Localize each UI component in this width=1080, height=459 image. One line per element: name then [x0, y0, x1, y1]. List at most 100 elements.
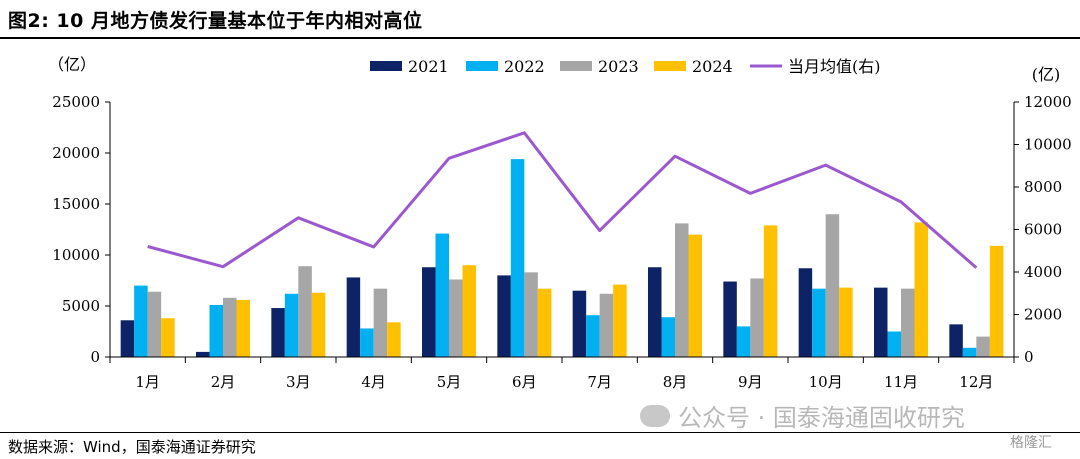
bar-2023-10月 [825, 214, 840, 357]
bar-2021-12月 [949, 324, 963, 357]
bar-2022-12月 [962, 347, 977, 357]
bar-2024-8月 [688, 234, 702, 357]
bar-2022-10月 [812, 288, 826, 357]
y2-axis-label: (亿) [1032, 65, 1061, 84]
bar-2021-1月 [120, 320, 135, 357]
bar-2021-6月 [497, 275, 511, 357]
x-tick-label: 1月 [135, 373, 160, 391]
x-tick-label: 12月 [959, 373, 993, 391]
x-axis: 1月 2月 3月 4月 5月 6月 7月 8月 9月 10月 11月 12月 [109, 356, 1015, 391]
bar-2024-4月 [387, 322, 401, 357]
watermark-text: 公众号 · 国泰海通固收研究 [678, 404, 965, 432]
y-axis-label: （亿） [48, 55, 96, 74]
bar-2021-5月 [422, 267, 436, 357]
bar-2023-7月 [599, 293, 614, 357]
bar-2021-11月 [874, 287, 888, 357]
wechat-icon [640, 404, 670, 427]
bar-2024-3月 [311, 292, 326, 357]
legend-label: 2024 [692, 57, 733, 76]
bar-2022-7月 [586, 315, 600, 357]
y2-tick-label: 10000 [1024, 136, 1072, 154]
line-series [147, 131, 978, 269]
bar-2021-3月 [271, 308, 285, 357]
figure-title: 图2: 10 月地方债发行量基本位于年内相对高位 [8, 10, 423, 32]
x-tick-label: 10月 [809, 373, 843, 391]
y-axis-ticks: 0 5000 10000 15000 20000 25000 [52, 93, 111, 366]
chart-legend: 2021 2022 2023 2024 当月均值(右) [370, 57, 881, 76]
bar-2024-10月 [839, 287, 853, 357]
y2-tick-label: 2000 [1024, 306, 1062, 324]
x-tick-label: 3月 [286, 373, 311, 391]
bar-2023-2月 [223, 297, 237, 357]
bar-2024-6月 [537, 288, 552, 357]
chart-area: 2021 2022 2023 2024 当月均值(右) （亿） (亿) 0 5000 100… [48, 55, 1072, 391]
x-tick-label: 8月 [663, 373, 688, 391]
y-tick-label: 25000 [52, 93, 100, 111]
bar-2021-8月 [648, 267, 662, 357]
bar-2021-2月 [196, 351, 210, 357]
bar-2022-5月 [435, 233, 449, 357]
bar-2022-3月 [284, 293, 299, 357]
bar-2023-3月 [298, 266, 312, 357]
line-series-path [147, 131, 978, 269]
bar-2023-5月 [449, 279, 463, 357]
y2-tick-label: 4000 [1024, 263, 1062, 281]
bar-2023-8月 [675, 223, 689, 357]
bar-2022-4月 [360, 328, 374, 357]
bar-2022-9月 [736, 326, 751, 357]
legend-swatch-2022 [466, 61, 498, 71]
bar-2021-4月 [346, 277, 361, 357]
watermark: 公众号 · 国泰海通固收研究 [640, 398, 965, 433]
source-note: 数据来源：Wind，国泰海通证券研究 [8, 438, 256, 456]
y-tick-label: 0 [90, 348, 100, 366]
bar-2022-1月 [134, 285, 148, 357]
footer-rule [0, 432, 1080, 433]
y-tick-label: 5000 [62, 297, 100, 315]
y2-tick-label: 6000 [1024, 221, 1062, 239]
bar-2023-9月 [750, 278, 764, 357]
legend-swatch-2023 [560, 61, 592, 71]
bar-2024-7月 [613, 284, 627, 357]
legend-label: 当月均值(右) [788, 57, 881, 76]
bar-2024-11月 [914, 222, 928, 357]
bar-2023-12月 [976, 336, 990, 357]
bar-2024-9月 [763, 225, 778, 357]
y-tick-label: 15000 [52, 195, 100, 213]
legend-label: 2022 [504, 57, 545, 76]
corner-logo: 格隆汇 [1010, 435, 1052, 451]
bar-2021-9月 [723, 281, 737, 357]
y-tick-label: 10000 [52, 246, 100, 264]
bar-2022-8月 [661, 317, 675, 357]
legend-swatch-2021 [370, 61, 402, 71]
bar-2021-10月 [798, 268, 813, 357]
bar-2021-7月 [572, 290, 587, 357]
legend-label: 2023 [598, 57, 639, 76]
y2-tick-label: 8000 [1024, 178, 1062, 196]
y2-axis-ticks: 0 2000 4000 6000 8000 10000 12000 [1013, 93, 1072, 366]
x-tick-label: 9月 [738, 373, 763, 391]
bar-series [120, 159, 1004, 357]
x-tick-label: 6月 [512, 373, 537, 391]
bar-2024-2月 [236, 299, 250, 357]
y2-tick-label: 12000 [1024, 93, 1072, 111]
bar-2022-2月 [209, 304, 223, 357]
bar-2024-1月 [161, 318, 175, 357]
legend-label: 2021 [408, 57, 449, 76]
bar-2023-11月 [901, 288, 915, 357]
x-tick-label: 11月 [884, 373, 918, 391]
x-tick-label: 7月 [587, 373, 612, 391]
bar-2024-12月 [989, 245, 1004, 357]
bar-2024-5月 [462, 265, 476, 357]
bar-2022-11月 [887, 331, 901, 357]
bar-2023-1月 [147, 291, 162, 357]
bar-2022-6月 [510, 159, 525, 357]
y2-tick-label: 0 [1024, 348, 1034, 366]
y-tick-label: 20000 [52, 144, 100, 162]
x-tick-label: 5月 [437, 373, 462, 391]
title-rule [0, 37, 1080, 39]
x-tick-label: 4月 [361, 373, 386, 391]
bar-2023-6月 [524, 272, 538, 357]
x-tick-label: 2月 [211, 373, 236, 391]
legend-swatch-2024 [654, 61, 686, 71]
